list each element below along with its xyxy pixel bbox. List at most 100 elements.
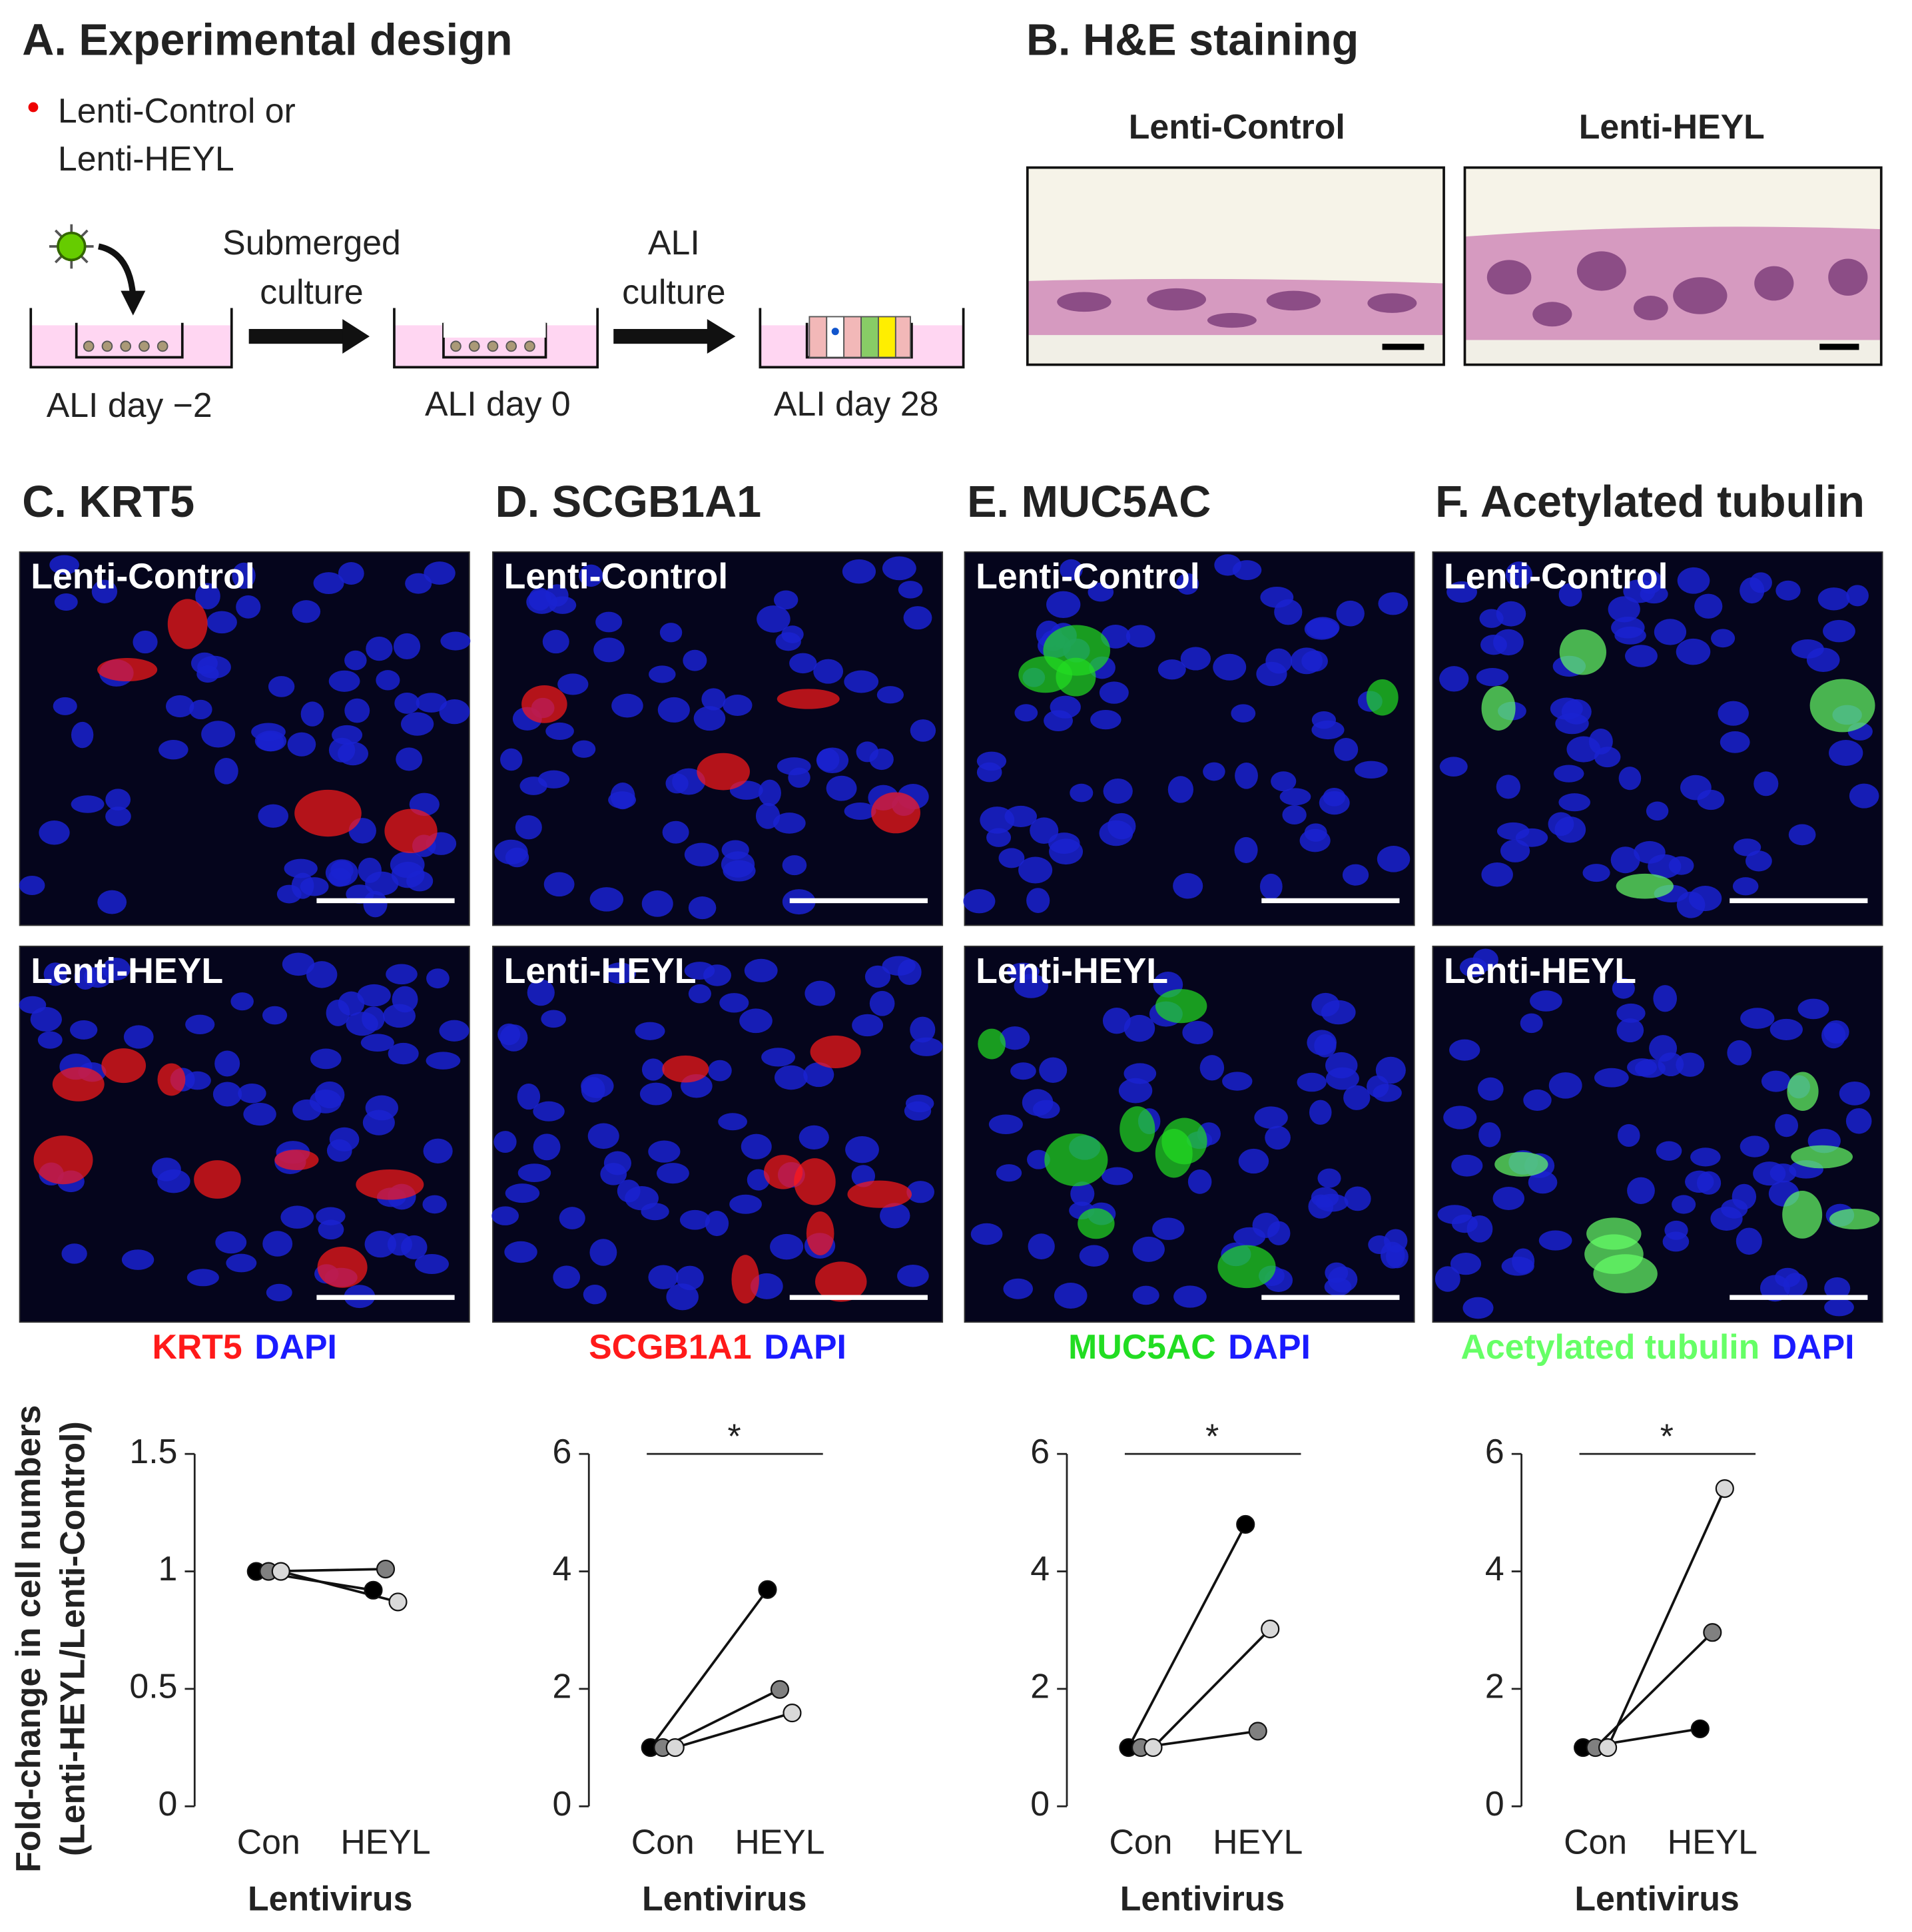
- nucleus: [19, 875, 45, 895]
- nucleus: [1252, 1213, 1280, 1238]
- nucleus: [310, 1048, 342, 1070]
- nucleus: [360, 1034, 394, 1052]
- image-label: Lenti-HEYL: [1579, 107, 1765, 146]
- nucleus: [1254, 1106, 1288, 1129]
- signal: [317, 1246, 368, 1288]
- scale-bar: [1261, 898, 1400, 904]
- nucleus: [1048, 832, 1080, 854]
- nucleus: [1030, 817, 1059, 844]
- nucleus: [314, 1081, 345, 1109]
- nucleus: [328, 670, 360, 692]
- step-label: culture: [622, 272, 725, 311]
- nucleus: [625, 1186, 659, 1211]
- nucleus: [1050, 695, 1081, 719]
- nucleus: [639, 1082, 673, 1106]
- nucleus: [1102, 1167, 1133, 1185]
- nucleus: [684, 842, 719, 866]
- scale-bar: [1261, 1295, 1400, 1300]
- nucleus: [1176, 573, 1199, 595]
- stain-name: KRT5: [152, 1327, 242, 1366]
- nucleus: [318, 1219, 344, 1240]
- nucleus: [882, 556, 916, 581]
- signal: [274, 1149, 319, 1171]
- nucleus: [1167, 776, 1193, 803]
- nucleus: [157, 1169, 190, 1193]
- nucleus: [1608, 596, 1640, 623]
- point: [376, 1559, 396, 1579]
- y-tick-label: 0.5: [129, 1667, 177, 1706]
- nucleus: [1434, 1266, 1460, 1292]
- scale-bar: [789, 898, 928, 904]
- nucleus: [789, 653, 817, 674]
- nucleus: [1732, 877, 1759, 896]
- nucleus: [910, 1016, 936, 1043]
- nucleus: [366, 636, 393, 661]
- nucleus: [528, 587, 551, 611]
- signal: [731, 1255, 759, 1304]
- signal: [763, 1155, 803, 1189]
- nucleus: [583, 1285, 607, 1305]
- nucleus: [133, 630, 158, 654]
- nucleus: [1343, 1085, 1371, 1110]
- image-label: Lenti-Control: [1129, 107, 1345, 146]
- nucleus: [648, 1265, 679, 1289]
- nucleus: [1125, 625, 1155, 648]
- y-tick-label: 6: [1485, 1432, 1504, 1470]
- nucleus: [1672, 1195, 1696, 1214]
- nucleus: [186, 1269, 219, 1287]
- x-tick-label: HEYL: [1213, 1822, 1303, 1861]
- nucleus: [344, 698, 370, 723]
- nucleus: [1466, 1215, 1493, 1243]
- nucleus: [1315, 1193, 1349, 1212]
- nucleus: [649, 665, 676, 683]
- point: [1236, 1514, 1255, 1534]
- image-label: Lenti-HEYL: [504, 951, 697, 991]
- nucleus: [1555, 713, 1589, 735]
- point: [1703, 1623, 1722, 1642]
- nucleus: [439, 1020, 470, 1042]
- nucleus: [611, 693, 643, 718]
- nucleus: [390, 851, 425, 878]
- nucleus: [1477, 1077, 1504, 1101]
- nucleus: [1480, 634, 1508, 655]
- nucleus: [1238, 1148, 1269, 1174]
- nucleus: [777, 757, 811, 775]
- nucleus: [635, 1022, 665, 1040]
- nucleus: [215, 1231, 247, 1254]
- nucleus: [1443, 1106, 1477, 1129]
- nucleus: [1103, 778, 1133, 804]
- nucleus: [1102, 1008, 1131, 1034]
- he-image: [1026, 166, 1445, 366]
- x-tick-label: HEYL: [1668, 1822, 1757, 1861]
- nucleus: [903, 606, 932, 630]
- nucleus: [313, 572, 344, 594]
- nucleus: [782, 855, 807, 876]
- stain-name: DAPI: [764, 1327, 846, 1366]
- nucleus: [1761, 1070, 1791, 1092]
- nucleus: [284, 858, 318, 878]
- nucleus: [212, 1082, 242, 1107]
- nucleus: [683, 649, 707, 671]
- nucleus: [232, 562, 256, 589]
- nucleus: [338, 562, 364, 585]
- nucleus: [527, 979, 555, 1006]
- nucleus: [201, 721, 236, 748]
- signal: [1559, 629, 1606, 675]
- significance: *: [1660, 1417, 1674, 1456]
- nucleus: [1271, 771, 1297, 792]
- signal: [1078, 1208, 1115, 1239]
- y-tick-label: 0: [1030, 1784, 1050, 1823]
- point: [388, 1592, 408, 1612]
- scale-bar: [1730, 898, 1868, 904]
- nucleus: [494, 839, 528, 864]
- nucleus: [708, 1060, 732, 1082]
- nucleus: [1173, 1285, 1207, 1308]
- signal: [1481, 685, 1516, 731]
- nucleus: [1476, 668, 1509, 687]
- nucleus: [1745, 850, 1772, 872]
- nucleus: [774, 1065, 808, 1090]
- nucleus: [189, 699, 212, 720]
- nucleus: [1118, 1078, 1153, 1104]
- signal: [1044, 1133, 1108, 1187]
- nucleus: [852, 1014, 884, 1037]
